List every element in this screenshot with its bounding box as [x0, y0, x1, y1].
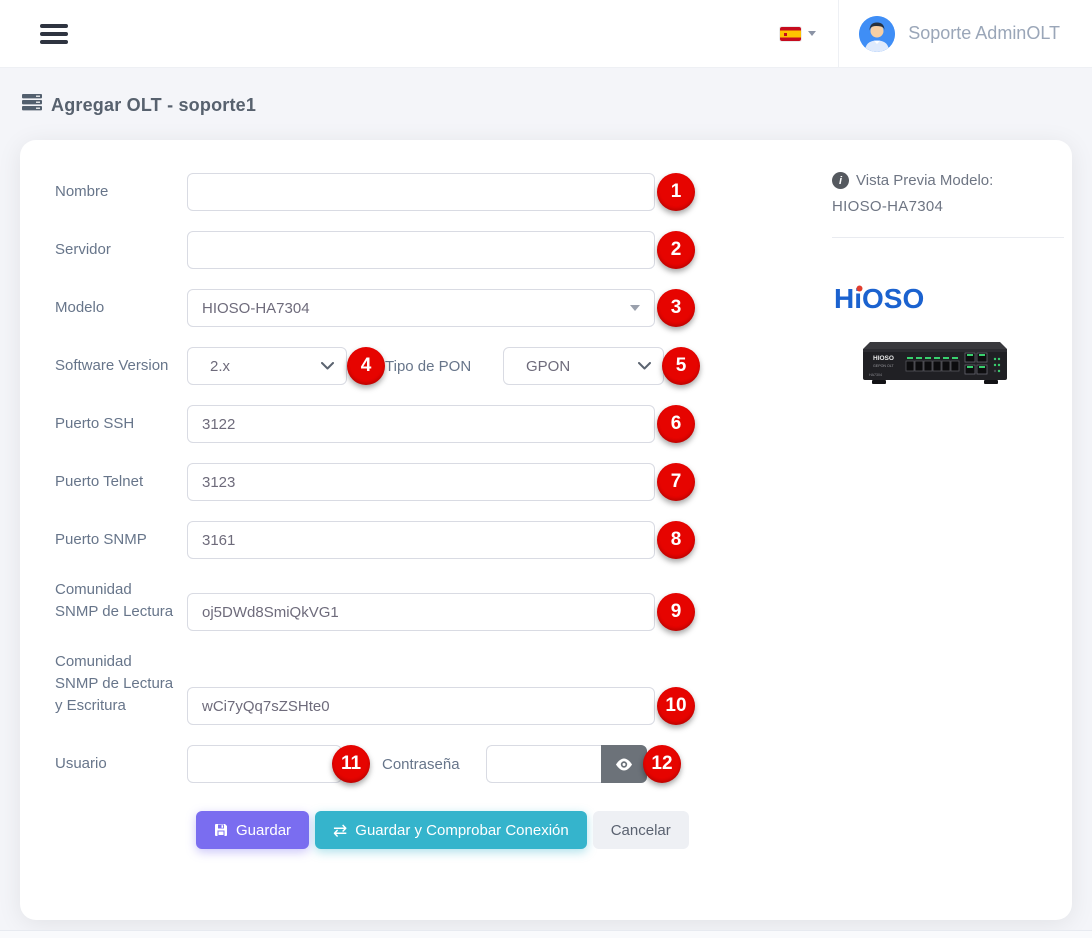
- annotation-badge-11: 11: [332, 745, 370, 783]
- servidor-label: Servidor: [55, 241, 111, 258]
- form-actions: Guardar ⇄ Guardar y Comprobar Conexión C…: [196, 811, 755, 849]
- cancel-button-label: Cancelar: [610, 821, 671, 839]
- modelo-selected-value: HIOSO-HA7304: [202, 299, 310, 317]
- tipo-pon-label: Tipo de PON: [385, 357, 472, 375]
- caret-down-icon: [630, 305, 640, 311]
- device-rj45-ports: [964, 352, 988, 375]
- device-status-leds: [993, 357, 1001, 373]
- header-divider: [838, 0, 840, 68]
- eye-icon: [616, 758, 632, 770]
- annotation-badge-7: 7: [657, 463, 695, 501]
- tipo-pon-selected-value: GPON: [526, 357, 571, 375]
- usuario-input[interactable]: [187, 745, 342, 783]
- save-and-test-connection-button[interactable]: ⇄ Guardar y Comprobar Conexión: [315, 811, 587, 849]
- annotation-badge-1: 1: [657, 173, 695, 211]
- model-preview-panel: i Vista Previa Modelo: HIOSO-HA7304 HiOS…: [832, 172, 1064, 392]
- page-title-row: Agregar OLT - soporte1: [0, 68, 1092, 130]
- annotation-badge-10: 10: [657, 687, 695, 725]
- comunidad-lectura-input[interactable]: [187, 593, 655, 631]
- puerto-telnet-input[interactable]: [187, 463, 655, 501]
- comunidad-lectura-escritura-label: Comunidad SNMP de Lectura y Escritura: [55, 653, 174, 714]
- usuario-label: Usuario: [55, 755, 107, 772]
- page-footer-strip: [0, 930, 1092, 938]
- device-type-text: GEPON OLT: [873, 364, 895, 368]
- nombre-input[interactable]: [187, 173, 655, 211]
- brand-text: HiOSO: [834, 283, 924, 314]
- comunidad-lectura-escritura-input[interactable]: [187, 687, 655, 725]
- save-button[interactable]: Guardar: [196, 811, 310, 849]
- save-button-label: Guardar: [236, 821, 292, 839]
- spain-flag-icon: [780, 26, 802, 41]
- modelo-label: Modelo: [55, 299, 105, 316]
- annotation-badge-9: 9: [657, 593, 695, 631]
- contrasena-label: Contraseña: [382, 755, 460, 773]
- puerto-snmp-label: Puerto SNMP: [55, 531, 147, 548]
- menu-hamburger-icon[interactable]: [40, 20, 68, 48]
- avatar: [859, 15, 896, 52]
- annotation-badge-3: 3: [657, 289, 695, 327]
- form-row-puerto-ssh: Puerto SSH 6: [55, 405, 755, 443]
- comunidad-lectura-label: Comunidad SNMP de Lectura: [55, 581, 174, 620]
- add-olt-card: Nombre 1 Servidor 2 Modelo HIOSO-HA7304: [20, 140, 1072, 920]
- nombre-label: Nombre: [55, 183, 109, 200]
- preview-divider: [832, 237, 1064, 238]
- exchange-arrows-icon: ⇄: [333, 820, 348, 840]
- servidor-input[interactable]: [187, 231, 655, 269]
- page-title: Agregar OLT - soporte1: [51, 94, 257, 115]
- olt-device-image: HIOSO GEPON OLT HA7304: [860, 339, 1064, 392]
- top-navbar: Soporte AdminOLT: [0, 0, 1092, 68]
- puerto-snmp-input[interactable]: [187, 521, 655, 559]
- puerto-ssh-label: Puerto SSH: [55, 415, 135, 432]
- toggle-password-visibility-button[interactable]: [601, 745, 647, 783]
- form-row-puerto-telnet: Puerto Telnet 7: [55, 463, 755, 501]
- preview-title: Vista Previa Modelo:: [856, 172, 994, 189]
- cancel-button[interactable]: Cancelar: [592, 811, 689, 849]
- puerto-telnet-label: Puerto Telnet: [55, 473, 144, 490]
- language-dropdown[interactable]: [758, 26, 838, 41]
- tipo-pon-select[interactable]: GPON: [503, 347, 664, 385]
- form-row-modelo: Modelo HIOSO-HA7304 3: [55, 289, 755, 327]
- device-model-text: HA7304: [869, 373, 882, 377]
- form-row-version-pon: Software Version 2.x 4 Tipo de PON GPON: [55, 347, 755, 385]
- annotation-badge-12: 12: [643, 745, 681, 783]
- server-icon: [22, 94, 42, 116]
- chevron-down-icon: [808, 31, 817, 36]
- software-version-selected-value: 2.x: [210, 357, 231, 375]
- annotation-badge-8: 8: [657, 521, 695, 559]
- form-row-puerto-snmp: Puerto SNMP 8: [55, 521, 755, 559]
- contrasena-input[interactable]: [486, 745, 601, 783]
- hioso-brand-logo: HiOSO: [832, 280, 1064, 321]
- brand-i-dot: [856, 285, 863, 292]
- annotation-badge-4: 4: [347, 347, 385, 385]
- software-version-select[interactable]: 2.x: [187, 347, 347, 385]
- device-name-text: HIOSO: [873, 355, 894, 362]
- save-floppy-icon: [215, 824, 227, 836]
- preview-model-name: HIOSO-HA7304: [832, 198, 944, 215]
- user-menu[interactable]: Soporte AdminOLT: [839, 15, 1074, 52]
- form-row-comunidad-lectura: Comunidad SNMP de Lectura 9: [55, 579, 755, 631]
- form-row-nombre: Nombre 1: [55, 173, 755, 211]
- device-sfp-ports: [905, 357, 960, 372]
- form-row-comunidad-lectura-escritura: Comunidad SNMP de Lectura y Escritura 10: [55, 651, 755, 725]
- save-and-test-button-label: Guardar y Comprobar Conexión: [355, 821, 569, 839]
- form-row-usuario-contrasena: Usuario 11 Contraseña 12: [55, 745, 755, 783]
- modelo-select[interactable]: HIOSO-HA7304: [187, 289, 655, 327]
- form-row-servidor: Servidor 2: [55, 231, 755, 269]
- chevron-down-icon: [321, 362, 334, 370]
- annotation-badge-5: 5: [662, 347, 700, 385]
- annotation-badge-6: 6: [657, 405, 695, 443]
- info-icon: i: [832, 172, 849, 189]
- annotation-badge-2: 2: [657, 231, 695, 269]
- olt-form: Nombre 1 Servidor 2 Modelo HIOSO-HA7304: [55, 173, 755, 849]
- software-version-label: Software Version: [55, 357, 169, 374]
- puerto-ssh-input[interactable]: [187, 405, 655, 443]
- user-name: Soporte AdminOLT: [908, 23, 1060, 43]
- chevron-down-icon: [638, 362, 651, 370]
